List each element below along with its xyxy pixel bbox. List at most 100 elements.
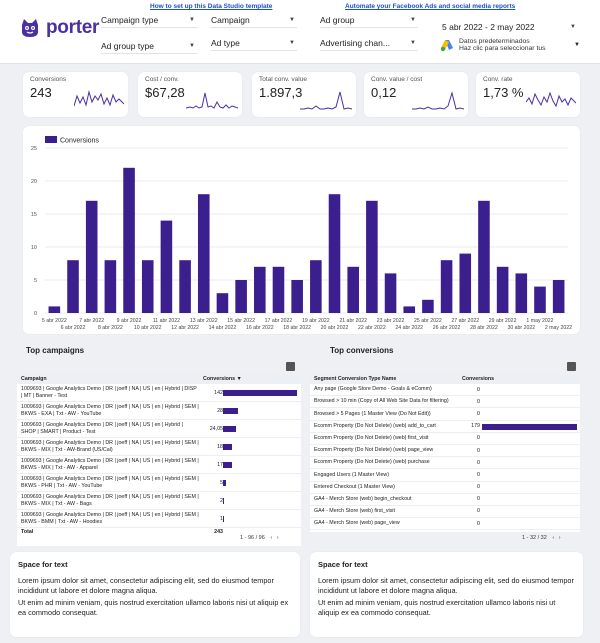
text-box-right: Space for text Lorem ipsum dolor sit ame… (310, 552, 583, 637)
prev-page-icon[interactable]: ‹ (270, 535, 273, 541)
column-header-segment[interactable]: Segment Conversion Type Name (314, 376, 397, 382)
chart-bar[interactable] (67, 260, 79, 313)
automate-reports-link[interactable]: Automate your Facebook Ads and social me… (345, 3, 516, 10)
next-page-icon[interactable]: › (276, 535, 279, 541)
chart-bar[interactable] (478, 200, 490, 313)
kpi-label: Conversions (30, 76, 67, 83)
setup-template-link[interactable]: How to set up this Data Studio template (150, 3, 273, 10)
chart-bar[interactable] (403, 306, 416, 313)
row-value: 142 (214, 389, 223, 396)
header-bar (0, 0, 600, 64)
table-row[interactable]: 1009693 | Google Analytics Demo | DR | j… (17, 438, 301, 456)
kpi-sparkline (526, 91, 576, 108)
row-value: 5 (220, 479, 223, 486)
chart-bar[interactable] (48, 306, 61, 313)
chart-bar[interactable] (216, 293, 229, 313)
chart-bar[interactable] (141, 260, 154, 313)
chart-bar[interactable] (160, 220, 173, 313)
chart-bar[interactable] (534, 286, 546, 313)
text-box-paragraph: Lorem ipsum dolor sit amet, consectetur … (18, 576, 274, 595)
chart-bar[interactable] (384, 273, 397, 313)
row-value: 28 (217, 407, 223, 414)
table-row[interactable]: Any page (Google Store Demo - Goals & eC… (310, 384, 580, 397)
table-row[interactable]: Ecomm Property (Do Not Delete) (web) fir… (310, 433, 580, 445)
x-tick-label: 20 abr 2022 (321, 325, 349, 331)
kpi-label: Total conv. value (259, 76, 307, 83)
table-row[interactable]: GA4 - Merch Store (web) begin_checkout 0 (310, 494, 580, 506)
y-tick-label: 5 (34, 278, 37, 284)
chart-bar[interactable] (291, 280, 303, 313)
kpi-card-cost-per-conversion: Cost / conv. $67,28 (138, 72, 242, 117)
table-row[interactable]: 1009693 | Google Analytics Demo | DR | j… (17, 492, 301, 510)
chart-bar[interactable] (515, 273, 528, 313)
chart-bar[interactable] (235, 280, 247, 313)
table-row[interactable]: 1009693 | Google Analytics Demo | DR | j… (17, 384, 301, 402)
chart-bar[interactable] (459, 253, 472, 313)
column-header-conversions[interactable]: Conversions ▼ (203, 376, 242, 382)
ad-type-filter[interactable]: Ad type ▼ (211, 36, 297, 51)
dropdown-caret-icon: ▼ (289, 17, 295, 23)
chart-bar[interactable] (197, 194, 210, 313)
table-row[interactable]: 1009693 | Google Analytics Demo | DR | j… (17, 420, 301, 438)
row-label: 1009693 | Google Analytics Demo | DR | j… (21, 439, 199, 453)
x-tick-label: 18 abr 2022 (283, 325, 311, 331)
table-row[interactable]: 1009693 | Google Analytics Demo | DR | j… (17, 402, 301, 420)
date-range-picker[interactable]: 5 abr 2022 - 2 may 2022 ▼ (442, 19, 578, 34)
ad-group-filter[interactable]: Ad group ▼ (320, 13, 418, 28)
row-value: 0 (477, 459, 480, 466)
chart-bar[interactable] (123, 167, 135, 313)
table-row[interactable]: Ecomm Property (Do Not Delete) (web) pur… (310, 457, 580, 470)
table-options-icon[interactable] (567, 362, 576, 371)
filter-label: Campaign type (101, 15, 159, 25)
filter-label: Advertising chan... (320, 38, 390, 48)
text-box-paragraph: Lorem ipsum dolor sit amet, consectetur … (318, 576, 574, 595)
next-page-icon[interactable]: › (558, 535, 561, 541)
table-row[interactable]: Ecomm Property (Do Not Delete) (web) add… (310, 421, 580, 433)
chart-bar[interactable] (366, 200, 378, 313)
table-row[interactable]: Entered Checkout (1 Master View) 0 (310, 482, 580, 494)
chart-bar[interactable] (328, 194, 341, 313)
chart-bar[interactable] (310, 260, 322, 313)
prev-page-icon[interactable]: ‹ (552, 535, 555, 541)
x-tick-label: 28 abr 2022 (470, 325, 498, 331)
chart-bar[interactable] (422, 299, 434, 313)
x-tick-label: 29 abr 2022 (489, 318, 517, 324)
table-row[interactable]: 1009693 | Google Analytics Demo | DR | j… (17, 456, 301, 474)
chart-bar[interactable] (179, 260, 191, 313)
table-options-icon[interactable] (286, 362, 295, 371)
text-box-paragraph: Ut enim ad minim veniam, quis nostrud ex… (18, 598, 289, 617)
chart-bar[interactable] (552, 280, 565, 313)
chart-bar[interactable] (254, 266, 266, 313)
row-label: Browsed > 10 min (Copy of All Web Site D… (314, 398, 449, 405)
table-row[interactable]: GA4 - Merch Store (web) page_view 0 (310, 518, 580, 531)
table-row[interactable]: Browsed > 5 Pages (1 Master View (Do Not… (310, 408, 580, 421)
campaign-type-filter[interactable]: Campaign type ▼ (101, 13, 197, 28)
table-row[interactable]: Engaged Users (1 Master View) 0 (310, 469, 580, 482)
chart-bar[interactable] (496, 266, 509, 313)
table-header: Campaign Conversions ▼ (17, 374, 301, 384)
kpi-value: 243 (30, 85, 52, 100)
table-row[interactable]: 1009693 | Google Analytics Demo | DR | j… (17, 510, 301, 528)
campaign-filter[interactable]: Campaign ▼ (211, 13, 297, 28)
column-header-conversions[interactable]: Conversions (462, 376, 495, 382)
conversions-chart-card: Conversions 0 5 10 15 20 25 5 abr 2022 7 abr 202… (23, 126, 580, 334)
table-row[interactable]: GA4 - Merch Store (web) first_visit 0 (310, 506, 580, 519)
chart-bar[interactable] (272, 266, 285, 313)
table-row[interactable]: Browsed > 10 min (Copy of All Web Site D… (310, 396, 580, 409)
x-tick-label: 5 abr 2022 (42, 318, 67, 324)
chart-bar[interactable] (104, 260, 117, 313)
x-tick-label: 12 abr 2022 (171, 325, 199, 331)
text-box-left: Space for text Lorem ipsum dolor sit ame… (10, 552, 300, 637)
chart-bar[interactable] (347, 266, 359, 313)
table-row[interactable]: 1009693 | Google Analytics Demo | DR | j… (17, 474, 301, 492)
advertising-channel-filter[interactable]: Advertising chan... ▼ (320, 36, 418, 51)
ad-group-type-filter[interactable]: Ad group type ▼ (101, 39, 197, 54)
column-header-campaign[interactable]: Campaign (21, 376, 47, 382)
data-source-selector[interactable]: Datos predeterminados Haz clic para sele… (440, 35, 580, 55)
row-label: Engaged Users (1 Master View) (314, 471, 389, 478)
chart-bar[interactable] (440, 260, 453, 313)
table-row[interactable]: Ecomm Property (Do Not Delete) (web) pag… (310, 445, 580, 458)
kpi-sparkline (300, 91, 352, 110)
kpi-value: 1,73 % (483, 85, 524, 100)
chart-bar[interactable] (85, 200, 98, 313)
